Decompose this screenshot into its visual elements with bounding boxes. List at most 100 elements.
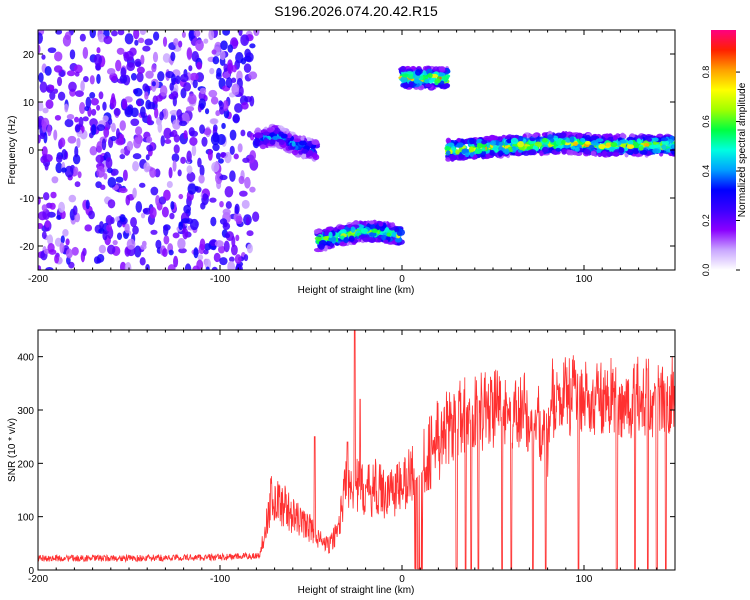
heatmap-cell [574,147,580,152]
heatmap-cell [49,91,56,101]
heatmap-cell [130,72,137,81]
heatmap-cell [137,37,145,44]
heatmap-cell [157,71,165,82]
heatmap-cell [125,194,131,206]
heatmap-cell [68,194,77,203]
heatmap-cell [539,150,544,157]
heatmap-cell [329,242,334,248]
heatmap-cell [246,243,253,254]
heatmap-cell [90,97,99,106]
snr-y-label: SNR (10 * v/v) [7,418,18,482]
heatmap-cell [399,65,407,73]
heatmap-cell [146,144,154,152]
heatmap-cell [96,124,105,132]
heatmap-cell [229,170,236,182]
heatmap-cell [55,154,63,163]
heatmap-cell [62,229,69,237]
y-tick-label: 400 [17,353,34,364]
heatmap-cell [205,266,210,270]
heatmap-cell [245,216,250,226]
heatmap-cell [173,38,179,46]
heatmap-cell [203,249,209,255]
heatmap-cell [168,93,175,100]
heatmap-cell [42,107,49,114]
heatmap-cell [328,231,333,239]
heatmap-cell [414,79,421,84]
heatmap-cell [197,157,202,168]
heatmap-cell [492,144,498,151]
heatmap-cell [96,47,101,54]
heatmap-cell [84,224,93,232]
heatmap-cell [219,257,228,266]
heatmap-cell [142,208,149,214]
x-tick-label: 100 [576,574,593,585]
heatmap-cell [235,234,240,242]
y-tick-label: 0 [28,146,34,157]
heatmap-cell [555,139,563,146]
heatmap-cell [343,237,349,244]
heatmap-cell [140,244,147,250]
heatmap-cell [301,148,309,154]
heatmap-cell [42,192,50,201]
heatmap-cell [115,128,120,140]
heatmap-cell [369,231,377,237]
heatmap-cell [219,200,224,208]
heatmap-cell [65,238,70,246]
heatmap-cell [204,243,212,251]
heatmap-cell [272,135,280,141]
heatmap-cell [225,77,233,89]
heatmap-cell [120,67,127,79]
heatmap-cell [224,232,231,239]
heatmap-cell [155,194,161,207]
heatmap-cell [512,146,517,152]
spectrogram-y-label: Frequency (Hz) [7,116,18,185]
x-tick-label: -200 [28,274,48,285]
heatmap-cell [116,232,123,240]
heatmap-cell [195,39,204,51]
heatmap-cell [215,110,221,117]
heatmap-cell [159,111,164,121]
heatmap-cell [132,153,142,160]
heatmap-cell [573,141,578,147]
heatmap-cell [172,232,180,239]
heatmap-cell [222,222,231,231]
heatmap-cell [181,31,186,38]
heatmap-cell [217,133,226,145]
heatmap-cell [74,116,80,123]
heatmap-cell [188,65,193,72]
heatmap-cell [118,187,128,194]
heatmap-cell [207,148,213,161]
heatmap-cell [107,117,113,125]
heatmap-cell [424,83,433,88]
heatmap-cell [119,120,126,131]
heatmap-cell [223,63,229,72]
heatmap-cell [151,81,156,87]
heatmap-cell [57,91,66,101]
heatmap-cell [438,66,446,71]
heatmap-cell [130,216,137,228]
heatmap-cell [142,45,151,52]
heatmap-cell [483,135,491,141]
heatmap-cell [561,139,566,145]
heatmap-cell [239,190,248,197]
heatmap-cell [237,143,243,153]
heatmap-cell [235,264,244,270]
heatmap-cell [608,147,616,152]
heatmap-cell [222,100,229,112]
heatmap-cell [204,108,210,115]
heatmap-cell [231,64,237,73]
heatmap-cell [281,127,287,132]
heatmap-cell [186,165,193,174]
heatmap-cell [481,140,487,145]
heatmap-cell [77,171,82,179]
heatmap-cell [198,98,206,110]
heatmap-cell [598,143,606,150]
heatmap-cell [132,225,139,235]
heatmap-cell [362,237,370,243]
heatmap-cell [115,137,125,146]
heatmap-cell [212,132,220,143]
heatmap-cell [166,181,173,188]
heatmap-cell [214,240,224,248]
heatmap-cell [163,224,169,237]
